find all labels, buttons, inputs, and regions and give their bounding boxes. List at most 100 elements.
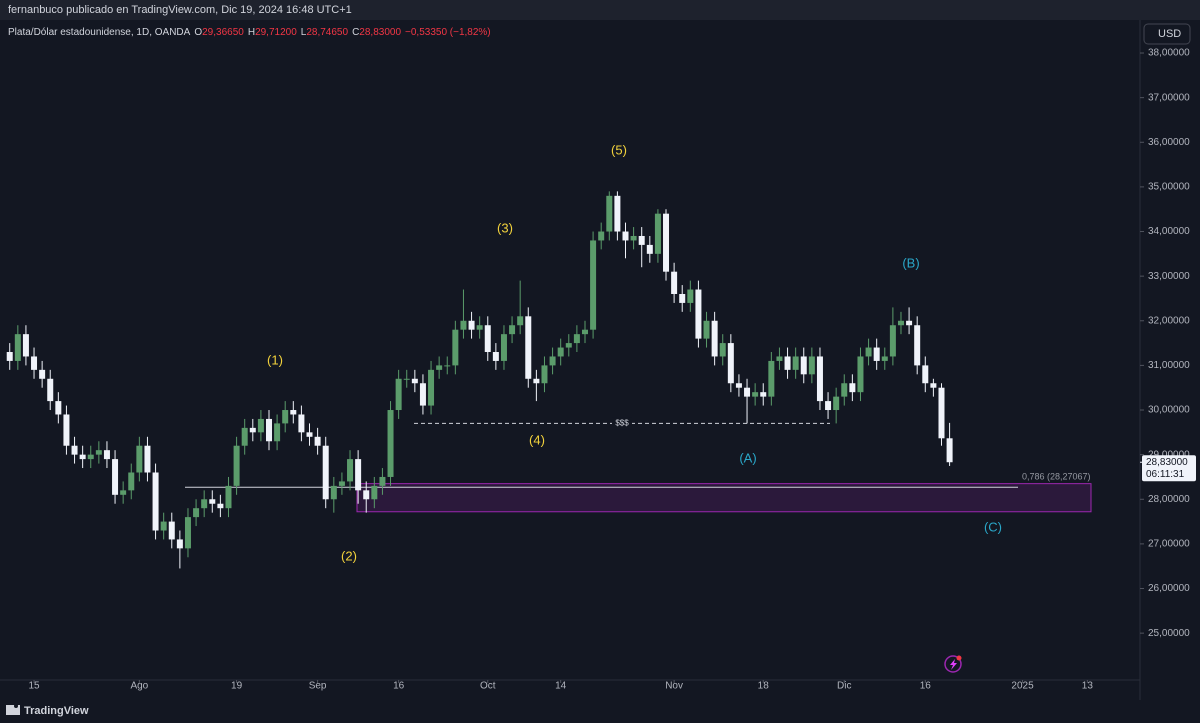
candle-body <box>112 459 119 495</box>
candle-body <box>379 476 386 486</box>
candle-body <box>152 472 159 531</box>
candle-body <box>930 383 937 388</box>
currency-label: USD <box>1158 28 1181 40</box>
candle-body <box>484 325 491 353</box>
candle-body <box>233 445 240 486</box>
candle-body <box>598 231 605 241</box>
candle-body <box>176 539 183 549</box>
candle-body <box>274 423 281 442</box>
candle-body <box>144 445 151 473</box>
x-tick-label: Nov <box>665 681 683 692</box>
wave-label: (3) <box>497 220 513 235</box>
x-tick-label: 16 <box>393 681 405 692</box>
candle-body <box>363 490 370 500</box>
candle-body <box>168 521 175 540</box>
candle-body <box>768 360 775 397</box>
candle-body <box>760 392 767 397</box>
candle-body <box>784 356 791 370</box>
legend-key: L <box>301 27 307 38</box>
y-tick-label: 27,00000 <box>1148 539 1190 550</box>
candle-body <box>330 485 337 500</box>
candle-body <box>225 485 232 509</box>
legend-change: −0,53350 (−1,82%) <box>405 27 491 38</box>
legend-value: 28,74650 <box>306 27 348 38</box>
wave-label: (A) <box>739 450 756 465</box>
price-tag <box>1142 455 1196 482</box>
fib-label: 0,786 (28,27067) <box>1022 472 1091 482</box>
candle-body <box>727 343 734 384</box>
candle-body <box>492 352 499 361</box>
candle-body <box>460 320 467 330</box>
x-tick-label: Dic <box>837 681 851 692</box>
y-tick-label: 28,00000 <box>1148 494 1190 505</box>
candle-body <box>444 365 451 367</box>
candle-body <box>249 427 256 433</box>
y-tick-label: 26,00000 <box>1148 583 1190 594</box>
candle-body <box>387 410 394 477</box>
liquidity-label: $$$ <box>615 419 629 428</box>
legend-value: 29,36650 <box>202 27 244 38</box>
y-tick-label: 25,00000 <box>1148 628 1190 639</box>
demand-zone <box>356 483 1092 513</box>
candle-body <box>808 356 815 375</box>
y-tick-label: 33,00000 <box>1148 271 1190 282</box>
candle-body <box>298 414 305 433</box>
candle-body <box>347 459 354 482</box>
publisher: fernanbuco publicado en TradingView.com,… <box>8 4 352 16</box>
candle-body <box>695 289 702 339</box>
ohlc-legend: Plata/Dólar estadounidense, 1D, OANDA O29… <box>8 27 491 38</box>
legend-key: H <box>248 27 255 38</box>
lightning-icon[interactable] <box>944 655 962 673</box>
currency-button[interactable] <box>1143 23 1191 45</box>
candle-body <box>906 320 913 326</box>
candle-body <box>533 378 540 384</box>
candle-body <box>630 235 637 241</box>
candle-body <box>614 195 621 232</box>
candle-body <box>719 343 726 357</box>
candle-body <box>525 316 532 379</box>
candle-body <box>282 410 289 424</box>
candle-body <box>752 392 759 397</box>
candle-body <box>606 195 613 232</box>
candle-body <box>120 490 127 495</box>
price-tag-value: 28,83000 <box>1146 457 1188 468</box>
candle-body <box>257 418 264 433</box>
wave-label: (C) <box>984 519 1002 534</box>
legend-key: C <box>352 27 359 38</box>
candle-body <box>897 320 904 326</box>
candle-body <box>355 459 362 491</box>
candle-body <box>103 450 110 460</box>
x-tick-label: 16 <box>920 681 932 692</box>
candle-body <box>557 347 564 357</box>
candle-body <box>63 414 70 446</box>
candle-body <box>468 320 475 330</box>
brand-logo <box>6 704 20 715</box>
x-tick-label: Sep <box>309 681 327 692</box>
candle-body <box>31 356 38 370</box>
legend-value: 28,83000 <box>359 27 401 38</box>
x-tick-label: 2025 <box>1011 681 1034 692</box>
candle-body <box>39 369 46 379</box>
candle-body <box>703 320 710 339</box>
candle-body <box>95 450 102 455</box>
candle-body <box>825 401 832 411</box>
candle-body <box>419 383 426 406</box>
candle-body <box>517 316 524 326</box>
top-bar <box>0 0 1200 20</box>
candle-body <box>849 383 856 393</box>
candle-body <box>160 521 167 531</box>
liquidity-label-bg <box>612 417 632 430</box>
candle-body <box>509 325 516 335</box>
candle-body <box>411 378 418 384</box>
y-tick-label: 34,00000 <box>1148 226 1190 237</box>
candle-body <box>290 410 297 415</box>
candle-body <box>857 356 864 393</box>
y-tick-label: 31,00000 <box>1148 360 1190 371</box>
candle-body <box>679 293 686 303</box>
candle-body <box>914 325 921 366</box>
candle-body <box>47 378 54 402</box>
candle-body <box>711 320 718 357</box>
candle-body <box>800 356 807 375</box>
